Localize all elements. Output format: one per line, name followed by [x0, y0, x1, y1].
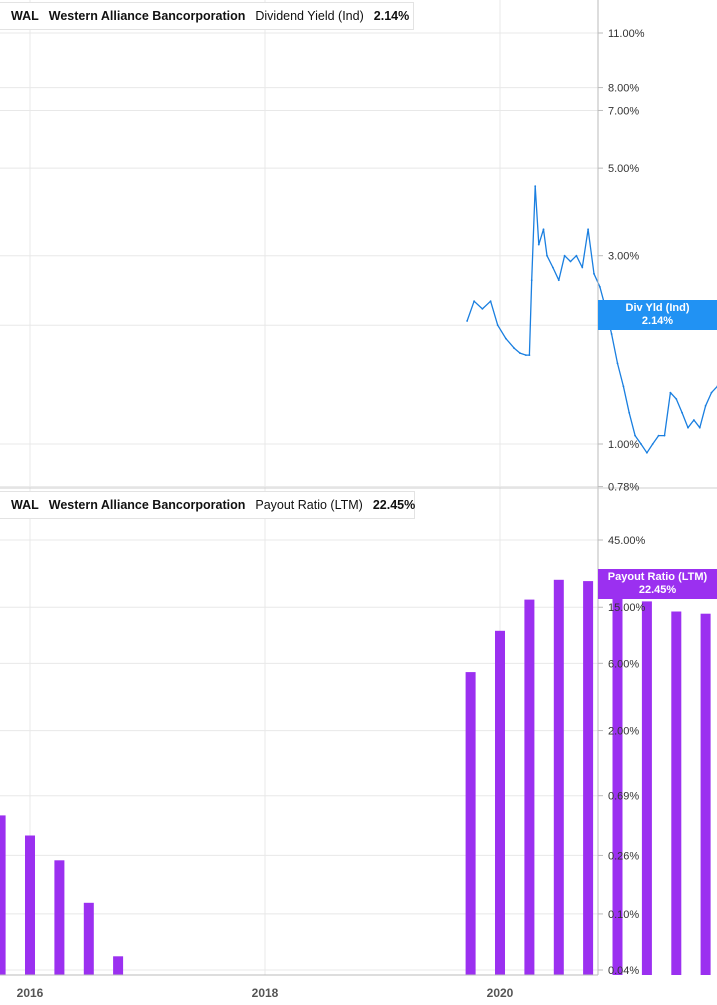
x-tick-label-2018: 2018 [252, 986, 279, 1000]
y-tick-label-0.10%: 0.10% [608, 909, 639, 921]
y-tick-label-0.78%: 0.78% [608, 482, 639, 494]
payout-bar-5 [113, 956, 124, 975]
payout-bar-7 [495, 630, 505, 975]
yield-point-41 [704, 404, 707, 407]
yield-point-9 [528, 354, 531, 356]
payout-bar-10 [583, 581, 594, 975]
yield-point-31 [646, 451, 648, 454]
dividend-yield-value-badge: Div Yld (Ind) 2.14% [598, 299, 717, 330]
payout-ratio-panel [0, 579, 711, 975]
yield-point-28 [628, 411, 631, 414]
y-tick-label-0.69%: 0.69% [608, 791, 639, 803]
x-tick-label-2016: 2016 [17, 986, 44, 1000]
yield-legend-ticker: WAL [11, 9, 39, 23]
y-tick-label-8.00%: 8.00% [608, 83, 639, 95]
payout-bar-8 [524, 599, 535, 975]
y-tick-label-7.00%: 7.00% [608, 105, 639, 117]
dividend-yield-line [466, 185, 717, 454]
payout-bar-11 [612, 590, 623, 975]
y-tick-label-15.00%: 15.00% [608, 602, 646, 614]
payout-bar-14 [700, 613, 711, 975]
dividend-yield-legend[interactable]: WAL Western Alliance Bancorporation Divi… [0, 2, 414, 30]
y-tick-label-1.00%: 1.00% [608, 439, 639, 451]
payout-legend-ticker: WAL [11, 498, 39, 512]
payout-bar-6 [465, 672, 476, 975]
yield-point-36 [675, 398, 678, 400]
yield-point-29 [634, 434, 636, 437]
yield-point-40 [698, 426, 701, 429]
yield-point-17 [563, 254, 566, 257]
yield-point-42 [710, 391, 713, 394]
y-tick-label-11.00%: 11.00% [608, 28, 645, 40]
payout-ratio-value-badge: Payout Ratio (LTM) 22.45% [598, 568, 717, 599]
yield-badge-value: 2.14% [641, 314, 674, 327]
payout-badge-label: Payout Ratio (LTM) [607, 570, 708, 583]
payout-badge-value: 22.45% [638, 583, 677, 596]
y-tick-label-2.00%: 2.00% [608, 726, 639, 738]
y-tick-label-45.00%: 45.00% [608, 535, 646, 547]
yield-point-23 [599, 286, 601, 288]
yield-point-39 [693, 419, 695, 421]
payout-bar-1 [0, 815, 6, 975]
yield-point-14 [546, 254, 548, 257]
yield-point-32 [651, 443, 654, 445]
yield-point-27 [622, 385, 625, 388]
payout-bar-2 [25, 835, 35, 975]
yield-point-2 [481, 308, 484, 310]
yield-point-11 [534, 185, 537, 188]
yield-point-33 [657, 434, 660, 437]
payout-bar-13 [671, 611, 682, 975]
x-tick-label-2020: 2020 [487, 986, 514, 1000]
yield-point-13 [542, 228, 545, 231]
yield-point-21 [587, 228, 589, 231]
yield-point-37 [681, 411, 683, 414]
yield-point-35 [669, 391, 672, 394]
y-tick-label-0.04%: 0.04% [608, 965, 639, 977]
yield-point-25 [610, 333, 613, 335]
y-tick-label-3.00%: 3.00% [608, 251, 639, 263]
yield-point-10 [530, 279, 533, 282]
yield-point-8 [525, 354, 527, 356]
yield-point-30 [640, 443, 642, 445]
yield-point-5 [505, 337, 507, 340]
payout-legend-metric: Payout Ratio (LTM) [255, 498, 363, 512]
payout-bar-4 [83, 902, 94, 975]
yield-point-34 [663, 434, 666, 437]
yield-point-3 [489, 300, 492, 303]
yield-point-20 [581, 266, 584, 269]
yield-point-15 [552, 266, 554, 269]
y-tick-label-5.00%: 5.00% [608, 163, 639, 175]
yield-point-26 [616, 362, 619, 365]
dividend-yield-panel [466, 185, 717, 454]
y-tick-label-0.26%: 0.26% [608, 850, 639, 862]
yield-badge-label: Div Yld (Ind) [625, 301, 690, 314]
yield-legend-metric: Dividend Yield (Ind) [255, 9, 364, 23]
yield-point-7 [519, 352, 521, 354]
yield-legend-value: 2.14% [373, 9, 410, 23]
y-tick-label-6.00%: 6.00% [608, 658, 639, 670]
yield-point-1 [473, 300, 475, 303]
payout-ratio-legend[interactable]: WAL Western Alliance Bancorporation Payo… [0, 491, 415, 519]
payout-bar-9 [553, 579, 564, 975]
yield-point-22 [593, 272, 595, 275]
payout-bar-12 [641, 601, 652, 975]
yield-point-18 [569, 260, 572, 263]
yield-legend-company: Western Alliance Bancorporation [48, 9, 246, 23]
yield-point-16 [557, 279, 560, 282]
payout-bar-3 [54, 860, 65, 975]
yield-point-6 [513, 347, 515, 349]
yield-point-38 [687, 426, 689, 429]
yield-point-4 [496, 324, 499, 327]
yield-point-19 [575, 254, 578, 257]
yield-point-12 [537, 243, 540, 246]
payout-legend-company: Western Alliance Bancorporation [48, 498, 246, 512]
payout-legend-value: 22.45% [372, 498, 416, 512]
yield-point-0 [466, 320, 468, 322]
